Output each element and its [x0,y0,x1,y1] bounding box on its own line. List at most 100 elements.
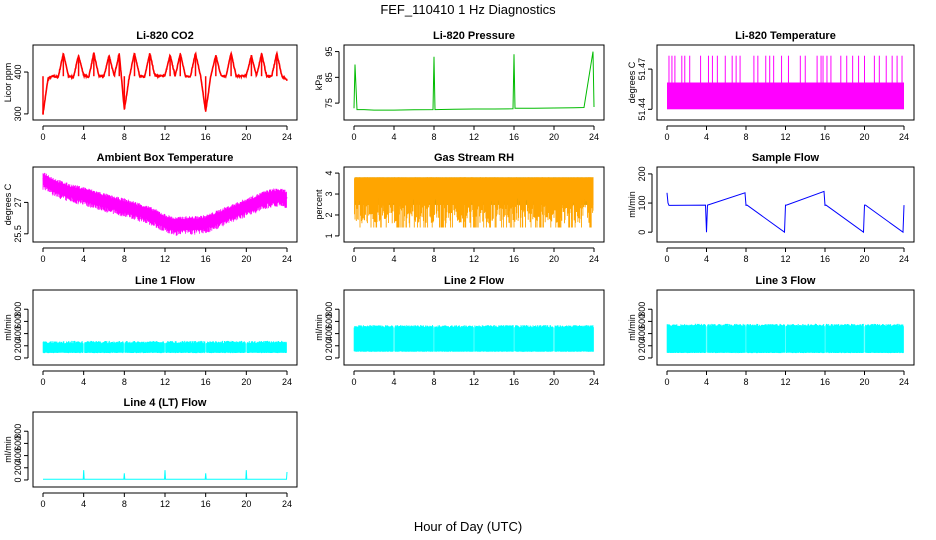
y-tick-label: 3 [324,192,334,197]
y-tick-label: 100 [637,196,647,211]
x-tick-label: 16 [201,132,211,142]
x-tick-label: 20 [241,254,251,264]
y-tick-label: 0 [13,477,23,482]
x-tick-label: 20 [549,132,559,142]
x-tick-label: 24 [899,254,909,264]
y-tick-label: 400 [13,326,23,341]
y-tick-label: 600 [13,436,23,451]
x-tick-label: 0 [351,132,356,142]
y-tick-label: 85 [324,72,334,82]
x-tick-label: 0 [664,377,669,387]
y-axis: 25.5 27 [13,197,29,243]
x-tick-label: 0 [40,499,45,509]
panel-10: Line 4 (LT) Flow 0 4 8 12 16 20 24 0 200400600800… [3,397,298,509]
y-tick-label: 2 [324,212,334,217]
y-tick-label: 200 [637,338,647,353]
x-tick-label: 4 [391,132,396,142]
y-tick-label: 200 [324,338,334,353]
x-tick-label: 12 [160,132,170,142]
x-tick-label: 24 [899,132,909,142]
panel-title: Gas Stream RH [434,152,514,164]
y-tick-label: 51.47 [637,58,647,81]
panel-title: Line 1 Flow [135,275,195,287]
x-tick-label: 0 [664,254,669,264]
y-tick-label: 600 [637,314,647,329]
panel-4: Ambient Box Temperature 0 4 8 12 16 20 24 25.5 27… [3,152,298,264]
x-tick-label: 24 [282,377,292,387]
x-tick-label: 4 [391,254,396,264]
y-tick-label: 200 [13,338,23,353]
x-tick-label: 24 [282,499,292,509]
x-tick-label: 20 [241,377,251,387]
x-tick-label: 20 [859,377,869,387]
y-tick-label: 95 [324,47,334,57]
x-tick-label: 8 [431,132,436,142]
x-tick-label: 0 [351,377,356,387]
panel-title: Line 3 Flow [756,275,816,287]
y-tick-label: 0 [324,355,334,360]
y-axis: 51.44 51.47 [637,58,653,121]
x-axis: 0 4 8 12 16 20 24 [351,370,599,387]
x-axis: 0 4 8 12 16 20 24 [351,125,599,142]
x-tick-label: 16 [509,132,519,142]
x-tick-label: 16 [820,254,830,264]
series-line [42,50,288,115]
x-tick-label: 12 [160,254,170,264]
y-axis-label: ml/min [627,191,637,218]
x-tick-label: 20 [241,132,251,142]
plot-frame [343,44,605,121]
x-tick-label: 12 [469,254,479,264]
x-tick-label: 16 [820,132,830,142]
series-noise [42,172,287,236]
x-tick-label: 16 [201,377,211,387]
x-tick-label: 8 [743,377,748,387]
y-axis-label: kPa [314,75,324,91]
x-tick-label: 8 [743,254,748,264]
x-tick-label: 12 [780,132,790,142]
x-tick-label: 8 [431,377,436,387]
plot-frame [343,166,605,243]
x-tick-label: 8 [122,132,127,142]
x-tick-label: 12 [469,377,479,387]
y-tick-label: 800 [637,302,647,317]
x-tick-label: 16 [201,499,211,509]
y-tick-label: 0 [637,355,647,360]
y-axis: 300 400 [13,65,29,121]
x-axis: 0 4 8 12 16 20 24 [664,125,909,142]
plot-frame [656,44,915,121]
y-axis-label: degrees C [3,183,13,225]
series-line [666,190,905,234]
panel-title: Li-820 Pressure [433,30,515,42]
x-tick-label: 8 [431,254,436,264]
panel-3: Li-820 Temperature 0 4 8 12 16 20 24 51.44 51.47d… [627,30,915,142]
y-tick-label: 800 [13,302,23,317]
y-tick-label: 400 [637,326,647,341]
panel-title: Li-820 Temperature [735,30,836,42]
y-tick-label: 1 [324,233,334,238]
panel-title: Line 2 Flow [444,275,504,287]
x-tick-label: 20 [859,132,869,142]
x-tick-label: 16 [201,254,211,264]
panel-title: Sample Flow [752,152,820,164]
series-band [667,82,904,110]
y-axis: 1 2 3 4 [324,171,340,238]
y-tick-label: 51.44 [637,98,647,121]
y-tick-label: 200 [13,460,23,475]
figure-title: FEF_110410 1 Hz Diagnostics [380,2,556,17]
y-axis-label: degrees C [627,61,637,103]
panel-7: Line 1 Flow 0 4 8 12 16 20 24 0 200400600800ml/mi… [3,275,298,387]
x-tick-label: 4 [81,132,86,142]
y-tick-label: 800 [324,302,334,317]
y-tick-label: 27 [13,197,23,207]
figure-xlabel: Hour of Day (UTC) [414,519,522,534]
x-tick-label: 16 [820,377,830,387]
y-axis-label: ml/min [627,314,637,341]
x-tick-label: 4 [704,377,709,387]
y-axis: 75 85 95 [324,47,340,108]
y-tick-label: 4 [324,171,334,176]
